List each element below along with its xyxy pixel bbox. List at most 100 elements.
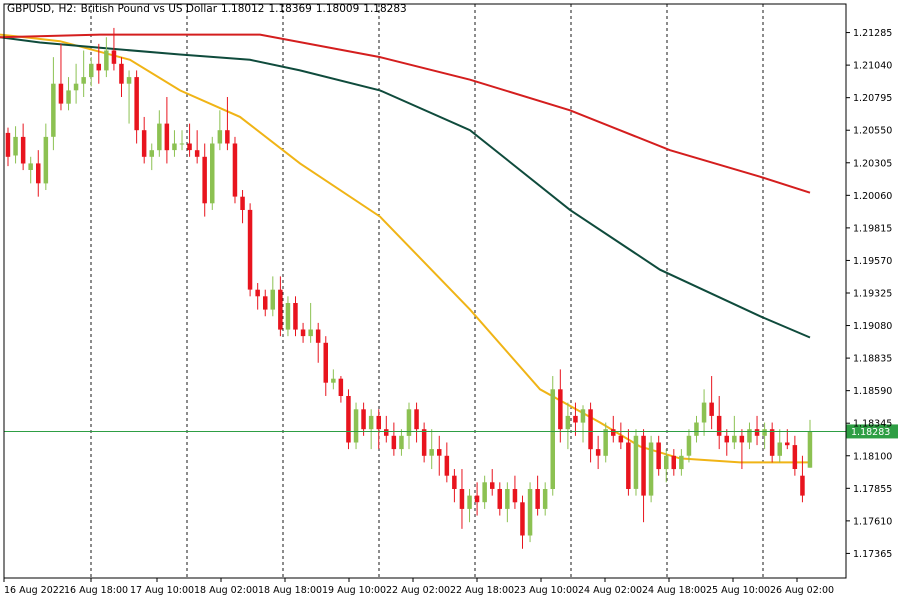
candle-body	[701, 402, 707, 423]
open-price: 1.18012	[221, 3, 265, 15]
moving-average-line	[0, 33, 810, 464]
x-tick-label: 26 Aug 02:00	[770, 585, 834, 596]
candle-body	[376, 415, 381, 430]
y-tick-label: 1.19570	[853, 256, 892, 267]
candle-body	[452, 475, 457, 489]
candle-body	[611, 429, 616, 436]
candle-body	[331, 378, 336, 383]
y-tick-label: 1.18345	[853, 419, 892, 430]
candle-body	[149, 150, 154, 157]
x-tick-label: 25 Aug 10:00	[706, 585, 770, 596]
candle-body	[603, 429, 608, 456]
moving-averages	[0, 33, 811, 464]
y-tick-label: 1.17855	[853, 484, 892, 495]
candle-body	[164, 123, 170, 151]
moving-average-line	[0, 33, 811, 194]
candle-body	[565, 415, 571, 430]
candle-body	[278, 289, 283, 330]
candle-body	[641, 435, 646, 496]
candle-body	[353, 409, 359, 443]
candle-body	[527, 489, 533, 536]
candle-body	[270, 289, 275, 310]
candle-body	[406, 409, 412, 436]
instrument-description: British Pound vs US Dollar	[80, 3, 218, 15]
candle-body	[126, 77, 132, 84]
candle-body	[20, 136, 26, 164]
candle-body	[323, 342, 328, 383]
candle-body	[89, 63, 94, 78]
candle-body	[194, 150, 200, 157]
candle-body	[777, 442, 782, 456]
candle-body	[73, 83, 79, 91]
candle-body	[134, 77, 139, 131]
candle-body	[300, 329, 306, 337]
grid-layer	[90, 4, 764, 578]
x-tick-label: 16 Aug 18:00	[64, 585, 128, 596]
candle-body	[482, 482, 487, 503]
y-tick-label: 1.21285	[853, 28, 892, 39]
candle-body	[346, 396, 351, 443]
candle-body	[437, 449, 442, 456]
x-tick-label: 16 Aug 2022	[4, 585, 65, 596]
candle-body	[255, 289, 260, 297]
y-tick-label: 1.21040	[853, 61, 892, 72]
candle-body	[225, 130, 230, 144]
candle-body	[679, 455, 684, 470]
candle-body	[421, 429, 427, 456]
candle-body	[474, 495, 480, 503]
y-tick-label: 1.20795	[853, 93, 892, 104]
candle-body	[656, 442, 661, 470]
candle-body	[429, 449, 434, 456]
current-price-label: 1.18283	[851, 427, 890, 438]
candle-body	[769, 429, 775, 456]
candle-body	[414, 409, 419, 430]
candle-body	[459, 489, 465, 509]
candle-body	[716, 415, 722, 436]
candle-body	[315, 329, 321, 343]
candle-body	[785, 442, 790, 446]
y-tick-label: 1.17365	[853, 549, 892, 560]
x-tick-label: 18 Aug 02:00	[194, 585, 258, 596]
x-tick-label: 22 Aug 18:00	[450, 585, 514, 596]
high-price: 1.18369	[268, 3, 312, 15]
candle-body	[172, 143, 177, 151]
candle-body	[633, 435, 639, 489]
candle-body	[739, 435, 745, 443]
candle-body	[338, 378, 344, 396]
candle-body	[104, 50, 109, 71]
current-price-layer: 1.18283	[4, 424, 898, 439]
candle-body	[467, 495, 472, 509]
chart-header: GBPUSD, H2: British Pound vs US Dollar 1.18…	[7, 3, 411, 15]
candle-body	[111, 50, 117, 64]
candle-body	[285, 303, 291, 330]
x-tick-label: 19 Aug 10:00	[322, 585, 386, 596]
candle-body	[444, 455, 450, 476]
timeframe-label: H2:	[58, 3, 77, 15]
x-tick-label: 22 Aug 02:00	[386, 585, 450, 596]
current-price-tag	[846, 424, 898, 439]
candle-body	[141, 130, 147, 157]
candle-body	[664, 455, 669, 470]
candle-body	[28, 163, 33, 170]
plot-frame	[3, 3, 847, 579]
candle-body	[58, 83, 64, 104]
candle-body	[709, 402, 714, 416]
candle-body	[535, 489, 540, 509]
candle-body	[202, 156, 207, 204]
x-tick-label: 24 Aug 02:00	[578, 585, 642, 596]
candle-body	[754, 429, 760, 436]
candle-body	[247, 209, 253, 290]
candle-body	[232, 143, 238, 197]
y-tick-label: 1.19815	[853, 223, 892, 234]
candle-body	[490, 482, 495, 489]
candle-body	[5, 132, 11, 157]
candle-body	[550, 389, 555, 489]
x-tick-label: 23 Aug 10:00	[514, 585, 578, 596]
candle-body	[497, 489, 502, 509]
candle-body	[399, 435, 404, 450]
candle-body	[217, 130, 223, 144]
candle-body	[694, 422, 699, 436]
y-tick-label: 1.19325	[853, 288, 892, 299]
candle-body	[187, 143, 192, 151]
